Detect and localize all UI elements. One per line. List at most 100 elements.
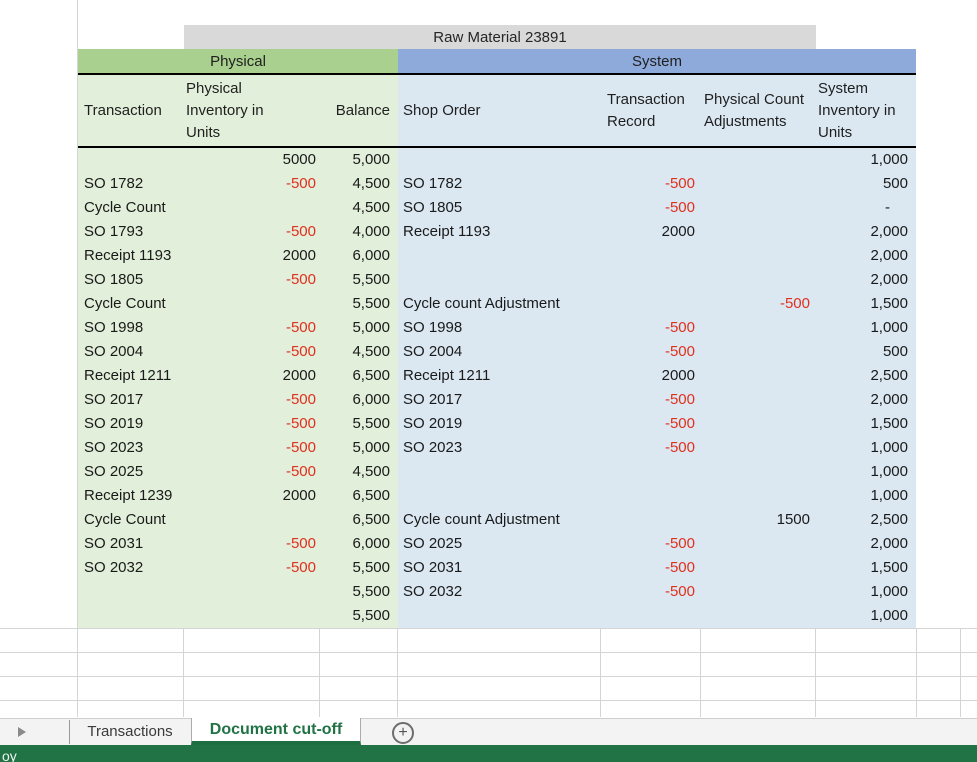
cell-transaction[interactable] <box>84 604 204 628</box>
cell-transaction[interactable]: SO 2032 <box>84 559 144 576</box>
cell-system-inventory[interactable]: 1,500 <box>870 559 908 576</box>
cell-shop-order[interactable]: SO 2032 <box>403 583 463 600</box>
cell-transaction[interactable] <box>84 580 204 604</box>
cell-shop-order[interactable]: Receipt 1193 <box>403 223 491 240</box>
cell-physical-count-adjustment[interactable] <box>720 244 810 268</box>
cell-shop-order[interactable]: SO 1998 <box>403 319 463 336</box>
cell-transaction-record[interactable]: -500 <box>664 175 695 192</box>
cell-system-inventory[interactable]: 2,000 <box>870 391 908 408</box>
cell-physical-inventory[interactable]: -500 <box>285 559 316 576</box>
cell-transaction[interactable]: Receipt 1193 <box>84 247 172 264</box>
table-row[interactable]: Cycle Count 5,500 Cycle count Adjustment… <box>78 292 916 316</box>
cell-transaction[interactable]: SO 2017 <box>84 391 144 408</box>
cell-transaction-record[interactable]: 2000 <box>661 223 695 240</box>
cell-transaction[interactable]: SO 1998 <box>84 319 144 336</box>
table-row[interactable]: 5000 5,000 1,000 <box>78 148 916 172</box>
cell-system-inventory[interactable]: 1,000 <box>870 319 908 336</box>
cell-system-inventory[interactable]: 1,500 <box>870 295 908 312</box>
cell-transaction[interactable]: Cycle Count <box>84 199 166 216</box>
cell-shop-order[interactable] <box>403 268 598 292</box>
cell-physical-inventory[interactable]: 2000 <box>282 247 316 264</box>
cell-system-inventory[interactable]: 2,000 <box>870 271 908 288</box>
cell-physical-count-adjustment[interactable] <box>720 532 810 556</box>
cell-transaction[interactable]: SO 1782 <box>84 175 144 192</box>
cell-balance[interactable]: 6,000 <box>352 247 390 264</box>
cell-transaction-record[interactable]: -500 <box>664 583 695 600</box>
cell-balance[interactable]: 5,500 <box>352 295 390 312</box>
cell-shop-order[interactable]: SO 2017 <box>403 391 463 408</box>
sheet-tab-transactions[interactable]: Transactions <box>87 723 173 740</box>
cell-transaction-record[interactable]: -500 <box>664 535 695 552</box>
cell-system-inventory[interactable]: 500 <box>882 343 908 360</box>
cell-balance[interactable]: 6,500 <box>352 487 390 504</box>
cell-physical-count-adjustment[interactable]: 1500 <box>776 511 810 528</box>
cell-physical-count-adjustment[interactable] <box>720 580 810 604</box>
cell-balance[interactable]: 6,500 <box>352 367 390 384</box>
cell-shop-order[interactable] <box>403 244 598 268</box>
cell-system-inventory[interactable]: 2,500 <box>870 511 908 528</box>
cell-system-inventory[interactable]: 1,000 <box>870 463 908 480</box>
cell-shop-order[interactable]: SO 2023 <box>403 439 463 456</box>
cell-shop-order[interactable]: SO 2031 <box>403 559 463 576</box>
cell-transaction-record[interactable] <box>595 268 695 292</box>
cell-transaction-record[interactable]: -500 <box>664 199 695 216</box>
cell-physical-inventory[interactable]: 2000 <box>282 367 316 384</box>
table-row[interactable]: SO 1805 -500 5,500 2,000 <box>78 268 916 292</box>
table-row[interactable]: Cycle Count 6,500 Cycle count Adjustment… <box>78 508 916 532</box>
cell-physical-count-adjustment[interactable] <box>720 172 810 196</box>
cell-balance[interactable]: 4,000 <box>352 223 390 240</box>
table-row[interactable]: SO 2019 -500 5,500 SO 2019 -500 1,500 <box>78 412 916 436</box>
cell-physical-count-adjustment[interactable] <box>720 148 810 172</box>
cell-shop-order[interactable]: SO 2019 <box>403 415 463 432</box>
cell-physical-count-adjustment[interactable] <box>720 388 810 412</box>
cell-shop-order[interactable]: SO 2004 <box>403 343 463 360</box>
cell-physical-inventory[interactable] <box>208 292 316 316</box>
cell-system-inventory[interactable]: 1,000 <box>870 151 908 168</box>
cell-physical-count-adjustment[interactable] <box>720 268 810 292</box>
cell-shop-order[interactable]: Cycle count Adjustment <box>403 511 560 528</box>
sheet-nav-right-icon[interactable] <box>18 727 26 737</box>
cell-system-inventory[interactable]: 1,000 <box>870 607 908 624</box>
cell-transaction[interactable] <box>84 148 204 172</box>
cell-physical-count-adjustment[interactable] <box>720 340 810 364</box>
cell-physical-count-adjustment[interactable] <box>720 604 810 628</box>
cell-transaction[interactable]: SO 2019 <box>84 415 144 432</box>
cell-system-inventory[interactable]: 1,000 <box>870 439 908 456</box>
cell-transaction-record[interactable] <box>595 148 695 172</box>
cell-transaction-record[interactable] <box>595 484 695 508</box>
cell-physical-inventory[interactable]: -500 <box>285 319 316 336</box>
cell-physical-inventory[interactable]: -500 <box>285 415 316 432</box>
cell-physical-count-adjustment[interactable] <box>720 220 810 244</box>
cell-physical-count-adjustment[interactable] <box>720 484 810 508</box>
cell-transaction[interactable]: Receipt 1211 <box>84 367 172 384</box>
table-row[interactable]: Receipt 1193 2000 6,000 2,000 <box>78 244 916 268</box>
table-row[interactable]: SO 1782 -500 4,500 SO 1782 -500 500 <box>78 172 916 196</box>
cell-physical-count-adjustment[interactable] <box>720 556 810 580</box>
cell-transaction-record[interactable]: -500 <box>664 319 695 336</box>
cell-balance[interactable]: 4,500 <box>352 463 390 480</box>
cell-balance[interactable]: 4,500 <box>352 175 390 192</box>
cell-balance[interactable]: 5,500 <box>352 607 390 624</box>
cell-shop-order[interactable]: SO 1805 <box>403 199 463 216</box>
cell-transaction-record[interactable]: -500 <box>664 391 695 408</box>
cell-balance[interactable]: 4,500 <box>352 199 390 216</box>
cell-shop-order[interactable] <box>403 604 598 628</box>
cell-balance[interactable]: 5,500 <box>352 271 390 288</box>
cell-transaction-record[interactable]: -500 <box>664 559 695 576</box>
cell-shop-order[interactable]: SO 2025 <box>403 535 463 552</box>
cell-shop-order[interactable] <box>403 148 598 172</box>
cell-balance[interactable]: 5,500 <box>352 559 390 576</box>
table-row[interactable]: SO 2004 -500 4,500 SO 2004 -500 500 <box>78 340 916 364</box>
cell-balance[interactable]: 4,500 <box>352 343 390 360</box>
cell-physical-inventory[interactable]: 5000 <box>282 151 316 168</box>
cell-transaction-record[interactable]: -500 <box>664 343 695 360</box>
table-row[interactable]: SO 2023 -500 5,000 SO 2023 -500 1,000 <box>78 436 916 460</box>
cell-physical-inventory[interactable] <box>208 196 316 220</box>
cell-system-inventory[interactable]: 1,500 <box>870 415 908 432</box>
cell-physical-inventory[interactable] <box>208 604 316 628</box>
cell-physical-count-adjustment[interactable]: -500 <box>779 295 810 312</box>
cell-transaction[interactable]: Cycle Count <box>84 511 166 528</box>
cell-physical-count-adjustment[interactable] <box>720 436 810 460</box>
table-row[interactable]: 5,500 SO 2032 -500 1,000 <box>78 580 916 604</box>
cell-physical-inventory[interactable] <box>208 508 316 532</box>
